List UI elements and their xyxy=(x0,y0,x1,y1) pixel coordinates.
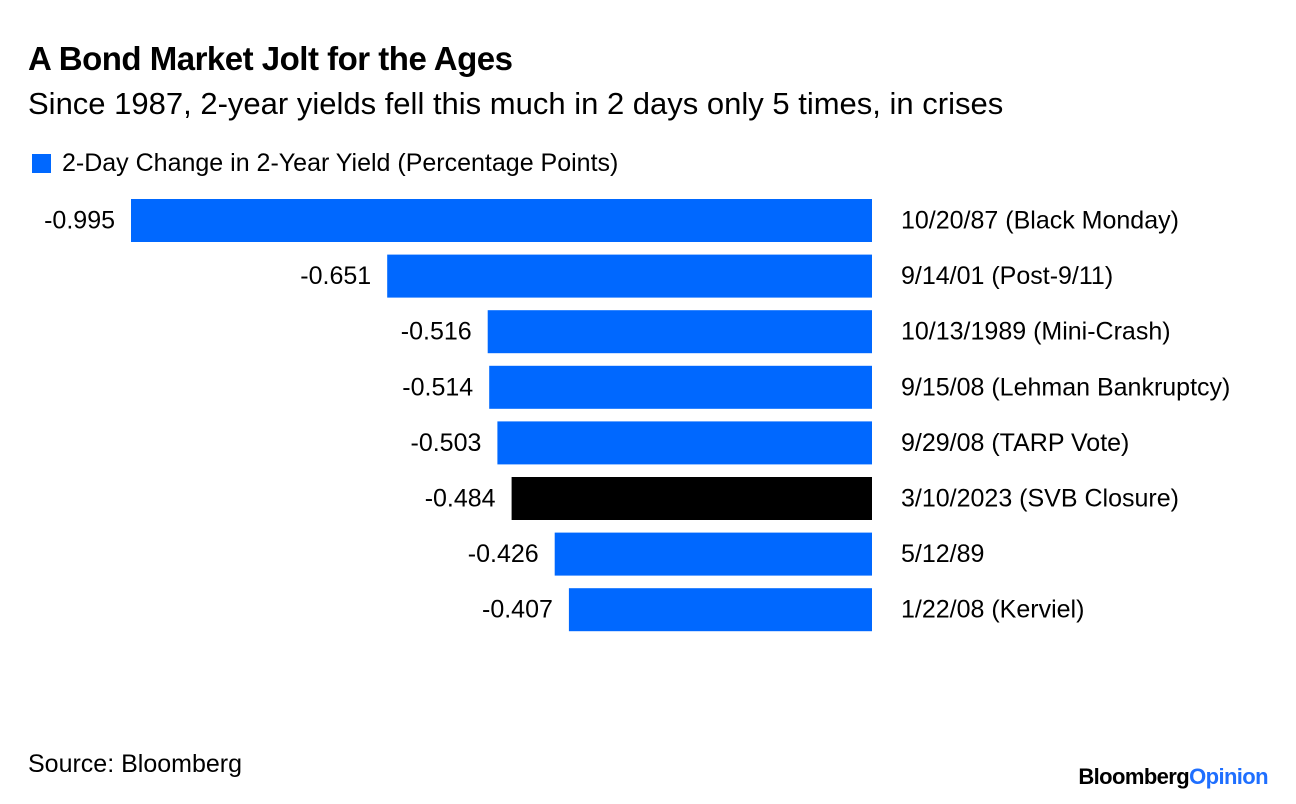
bar xyxy=(554,532,872,576)
bar xyxy=(489,365,872,409)
bar xyxy=(131,199,872,242)
category-label: 5/12/89 xyxy=(901,540,984,568)
category-label: 3/10/2023 (SVB Closure) xyxy=(901,485,1179,513)
value-label: -0.426 xyxy=(468,540,539,568)
bar xyxy=(387,254,872,298)
bar xyxy=(568,588,872,632)
legend-label: 2-Day Change in 2-Year Yield (Percentage… xyxy=(62,149,619,177)
value-label: -0.995 xyxy=(44,207,115,235)
value-label: -0.407 xyxy=(482,596,553,624)
legend-swatch xyxy=(32,154,51,173)
value-label: -0.651 xyxy=(300,262,371,290)
value-label: -0.503 xyxy=(411,429,482,457)
category-label: 9/14/01 (Post-9/11) xyxy=(901,262,1113,290)
brand-logo-name: Bloomberg xyxy=(1078,764,1190,789)
chart-subtitle: Since 1987, 2-year yields fell this much… xyxy=(28,86,1004,121)
category-label: 9/15/08 (Lehman Bankruptcy) xyxy=(901,373,1230,401)
bar-chart: -0.995 10/20/87 (Black Monday) -0.651 9/14/… xyxy=(44,199,1230,632)
category-label: 1/22/08 (Kerviel) xyxy=(901,596,1084,624)
chart-legend: 2-Day Change in 2-Year Yield (Percentage… xyxy=(32,149,618,178)
brand-logo-suffix: Opinion xyxy=(1189,764,1269,789)
brand-logo: BloombergOpinion xyxy=(1078,764,1268,790)
category-label: 9/29/08 (TARP Vote) xyxy=(901,429,1129,457)
value-label: -0.484 xyxy=(425,485,496,513)
category-label: 10/20/87 (Black Monday) xyxy=(901,207,1179,235)
bar xyxy=(511,477,872,520)
source-note: Source: Bloomberg xyxy=(28,750,243,778)
chart-title: A Bond Market Jolt for the Ages xyxy=(28,40,513,77)
value-label: -0.516 xyxy=(401,318,472,346)
value-label: -0.514 xyxy=(402,373,473,401)
bar xyxy=(497,421,872,465)
category-label: 10/13/1989 (Mini-Crash) xyxy=(901,318,1171,346)
bar xyxy=(487,310,872,354)
